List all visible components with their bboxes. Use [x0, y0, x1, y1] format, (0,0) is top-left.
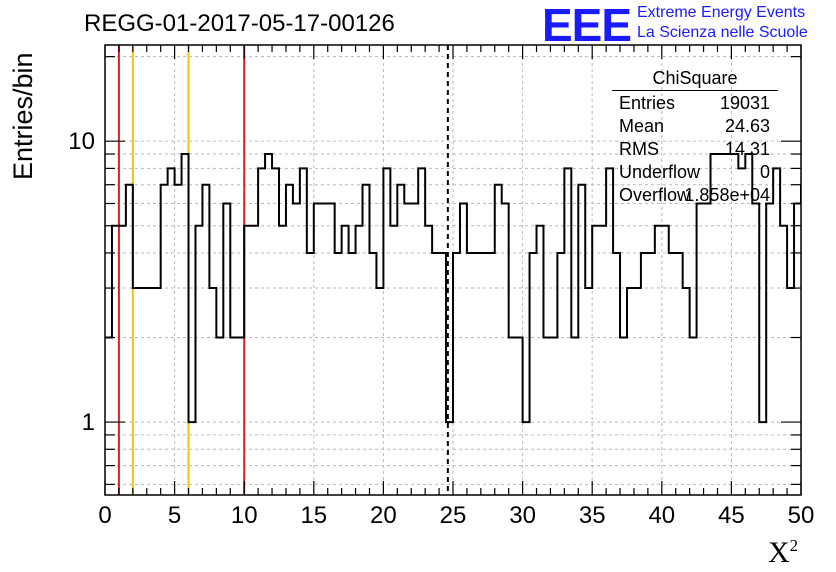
stat-value-entries: 19031 [719, 93, 770, 113]
x-tick-label: 5 [168, 502, 181, 529]
histogram-series [105, 153, 801, 424]
y-tick-label: 10 [68, 128, 95, 155]
x-axis-label: X2 [768, 536, 798, 570]
stat-value-mean: 24.63 [724, 116, 770, 136]
x-tick-label: 30 [509, 502, 536, 529]
y-axis-label: Entries/bin [8, 52, 38, 180]
axis-ticks [104, 45, 802, 495]
y-tick-label: 1 [82, 409, 95, 436]
x-axis-label-base: X [768, 536, 790, 569]
x-tick-label: 45 [718, 502, 745, 529]
x-tick-label: 10 [231, 502, 258, 529]
x-tick-label: 15 [300, 502, 327, 529]
histogram-line [105, 153, 801, 424]
stat-name-rms: RMS [619, 139, 659, 159]
stats-title-rule [612, 90, 778, 91]
stat-name-entries: Entries [619, 93, 676, 113]
stat-name-overflow: Overflow [619, 185, 691, 205]
x-tick-label: 40 [648, 502, 675, 529]
stat-name-mean: Mean [619, 116, 665, 136]
x-tick-label: 35 [579, 502, 606, 529]
x-axis-label-superscript: 2 [789, 536, 799, 555]
chart-title: REGG-01-2017-05-17-00126 [84, 10, 395, 37]
stat-value-underflow: 0 [759, 162, 770, 182]
eee-logo: EEE [542, 0, 632, 51]
x-tick-label: 25 [440, 502, 467, 529]
threshold-lines [117, 45, 449, 495]
stats-title: ChiSquare [652, 68, 738, 88]
x-tick-label: 50 [788, 502, 815, 529]
stat-name-underflow: Underflow [619, 162, 701, 182]
x-tick-label: 0 [98, 502, 111, 529]
x-tick-label: 20 [370, 502, 397, 529]
logo-line-2: La Scienza nelle Scuole [637, 24, 808, 41]
stat-value-rms: 14.31 [724, 139, 770, 159]
logo-line-1: Extreme Energy Events [637, 4, 806, 21]
stat-value-overflow: 1.858e+04 [684, 185, 770, 205]
axis-tick-labels: 0 5 10 15 20 25 30 35 40 45 50 1 10 [68, 128, 814, 529]
